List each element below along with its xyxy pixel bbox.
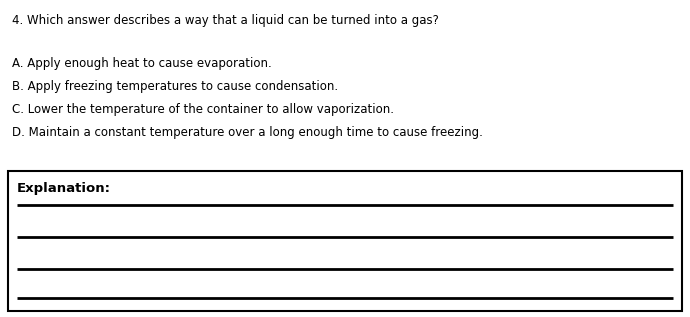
Text: 4. Which answer describes a way that a liquid can be turned into a gas?: 4. Which answer describes a way that a l…: [12, 14, 440, 27]
Text: Explanation:: Explanation:: [17, 182, 111, 195]
Text: B. Apply freezing temperatures to cause condensation.: B. Apply freezing temperatures to cause …: [12, 80, 339, 93]
Text: C. Lower the temperature of the container to allow vaporization.: C. Lower the temperature of the containe…: [12, 103, 395, 116]
Bar: [8, 171, 682, 311]
Text: A. Apply enough heat to cause evaporation.: A. Apply enough heat to cause evaporatio…: [12, 57, 272, 70]
Text: D. Maintain a constant temperature over a long enough time to cause freezing.: D. Maintain a constant temperature over …: [12, 126, 483, 139]
